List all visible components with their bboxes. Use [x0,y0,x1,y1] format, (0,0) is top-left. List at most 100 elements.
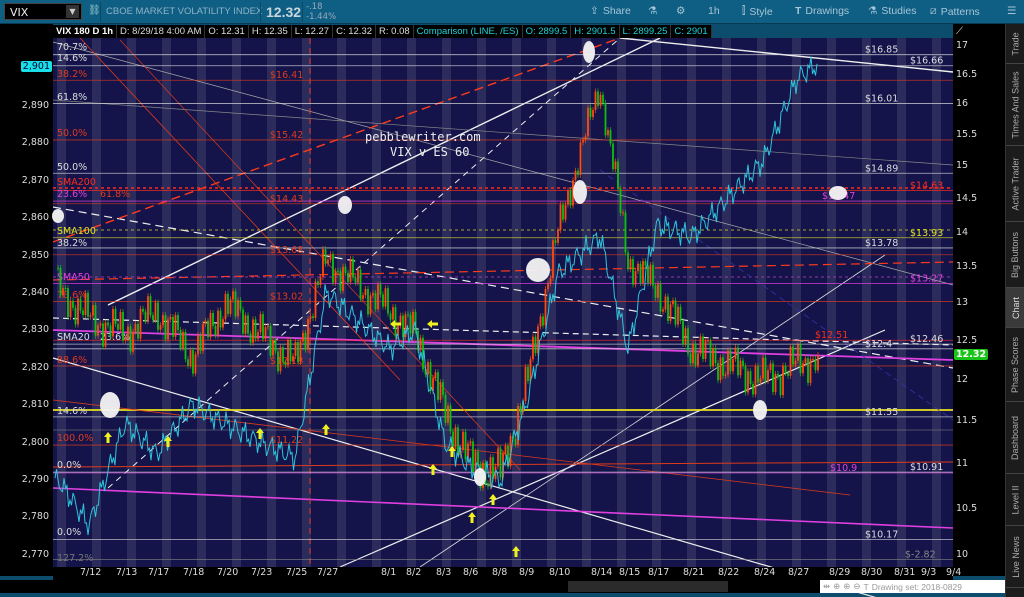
vix-candle [119,312,122,330]
style-button[interactable]: ⫿ Style [742,5,773,18]
horizontal-scrollbar[interactable] [0,580,820,593]
settings-button[interactable]: ⚙ [676,5,685,17]
session-stripe [267,38,276,567]
vix-candle [474,451,477,472]
vix-candle [467,443,469,460]
price-level-label: $13.93 [910,228,943,239]
sidebar-item-trade[interactable]: Trade [1006,24,1024,64]
vix-candle [622,212,624,214]
left-axis-tick: 2,880 [21,137,49,149]
vix-candle [354,277,357,283]
change-value: -.18 [306,2,323,12]
date-tick: 7/27 [317,567,339,578]
vix-candle [82,310,84,315]
vix-candle [617,161,619,189]
right-price-axis[interactable]: 17 16.5 16 15.5 15 14.5 14 13.5 13 12.5 12 11.5 11 10… [953,24,1005,576]
flask-icon: ⚗ [868,5,878,17]
vix-candle [139,308,142,339]
drawing-set-label[interactable]: Drawing set: 2018-0829 [871,581,962,592]
vix-candle [434,372,437,379]
menu-button[interactable]: ☰ [1007,5,1016,17]
vix-candle [579,142,582,176]
vix-candle [509,435,512,467]
drawings-button[interactable]: T Drawings [795,5,849,17]
sidebar-item-dashboard[interactable]: Dashboard [1006,402,1024,474]
vix-candle [154,302,157,320]
share-button[interactable]: ⇪ Share [590,5,631,17]
vix-candle [347,272,349,283]
session-stripe [932,38,941,567]
pan-icon[interactable]: ⇹ [823,581,831,591]
vix-candle [304,333,307,350]
flask-button[interactable]: ⚗ [648,5,657,17]
vix-candle [814,358,817,371]
vix-candle [489,457,492,487]
date-tick: 8/30 [861,567,883,578]
highlight-ellipse [583,41,595,63]
date-tick: 8/10 [549,567,571,578]
vix-candle [302,333,304,342]
sidebar-item-live-news[interactable]: Live News [1006,526,1024,588]
sidebar-item-label: Dashboard [1010,415,1021,460]
price-level-label: $13.78 [865,238,898,249]
vix-candle [374,293,377,310]
patterns-button[interactable]: ⧄ Patterns [930,5,980,18]
vix-candle [797,344,799,361]
arrow-shape [448,446,456,457]
zoom-in-icon[interactable]: ⊕ [843,581,851,591]
timeframe-button[interactable]: 1h [708,5,720,17]
fib-label: 23.6% [100,332,130,343]
vix-candle [357,269,359,283]
vix-candle [799,344,802,374]
sidebar-item-chart[interactable]: Chart [1006,288,1024,328]
right-axis-tick: 13 [956,297,969,308]
crosshair-icon[interactable]: ⊕ [833,581,841,591]
zoom-out-icon[interactable]: ⊖ [853,581,861,591]
session-stripe [302,38,311,567]
sidebar-item-active-trader[interactable]: Active Trader [1006,146,1024,222]
vix-candle [369,295,372,315]
vix-candle [497,448,499,467]
studies-button[interactable]: ⚗ Studies [868,5,916,17]
right-axis-tick: 11.5 [956,415,978,426]
sidebar-item-times-and-sales[interactable]: Times And Sales [1006,64,1024,146]
link-icon[interactable]: ⛓ [88,5,101,16]
chevron-down-icon[interactable]: ▼ [66,5,79,18]
left-axis-tick: 2,790 [21,474,49,485]
sidebar-item-level-ii[interactable]: Level II [1006,474,1024,526]
vix-candle [642,261,644,283]
left-price-axis[interactable]: 2,890 2,880 2,870 2,860 2,850 2,840 2,830 2,820… [0,24,53,576]
vix-candle [544,289,547,326]
vix-candle [429,362,432,391]
vix-candle [672,300,674,305]
session-stripe [442,38,451,567]
vix-candle [739,360,742,376]
vix-candle [564,204,567,220]
vix-candle [84,292,87,315]
vix-candle [719,357,722,381]
date-axis[interactable]: 7/12 7/13 7/17 7/18 7/20 7/23 7/25 7/27 8/1 8/2 8/… [53,567,961,580]
vix-candle [452,431,454,447]
highlight-ellipse [52,209,64,223]
date-tick: 8/14 [591,567,613,578]
trend-line [52,99,954,166]
text-icon[interactable]: T [863,581,869,592]
vix-candle [57,267,59,269]
vix-candle [309,316,312,320]
annotation-site: pebblewriter.com [365,130,481,144]
sidebar-item-label: Live News [1010,535,1021,578]
sidebar-item-label: Active Trader [1010,156,1021,211]
sidebar-item-phase-scores[interactable]: Phase Scores [1006,328,1024,402]
vix-candle [269,326,272,356]
symbol-selector[interactable]: VIX ▼ [4,3,82,20]
scrollbar-thumb[interactable] [568,581,728,592]
sidebar-item-big-buttons[interactable]: Big Buttons [1006,222,1024,288]
vix-candle [669,304,672,321]
scale-toggle-icon[interactable]: ⟋ [956,26,963,37]
trend-line [52,261,954,281]
vix-candle [554,240,557,243]
vix-candle [409,314,412,334]
price-level-label: $14.43 [270,194,303,205]
left-axis-tick: 2,860 [21,212,49,224]
